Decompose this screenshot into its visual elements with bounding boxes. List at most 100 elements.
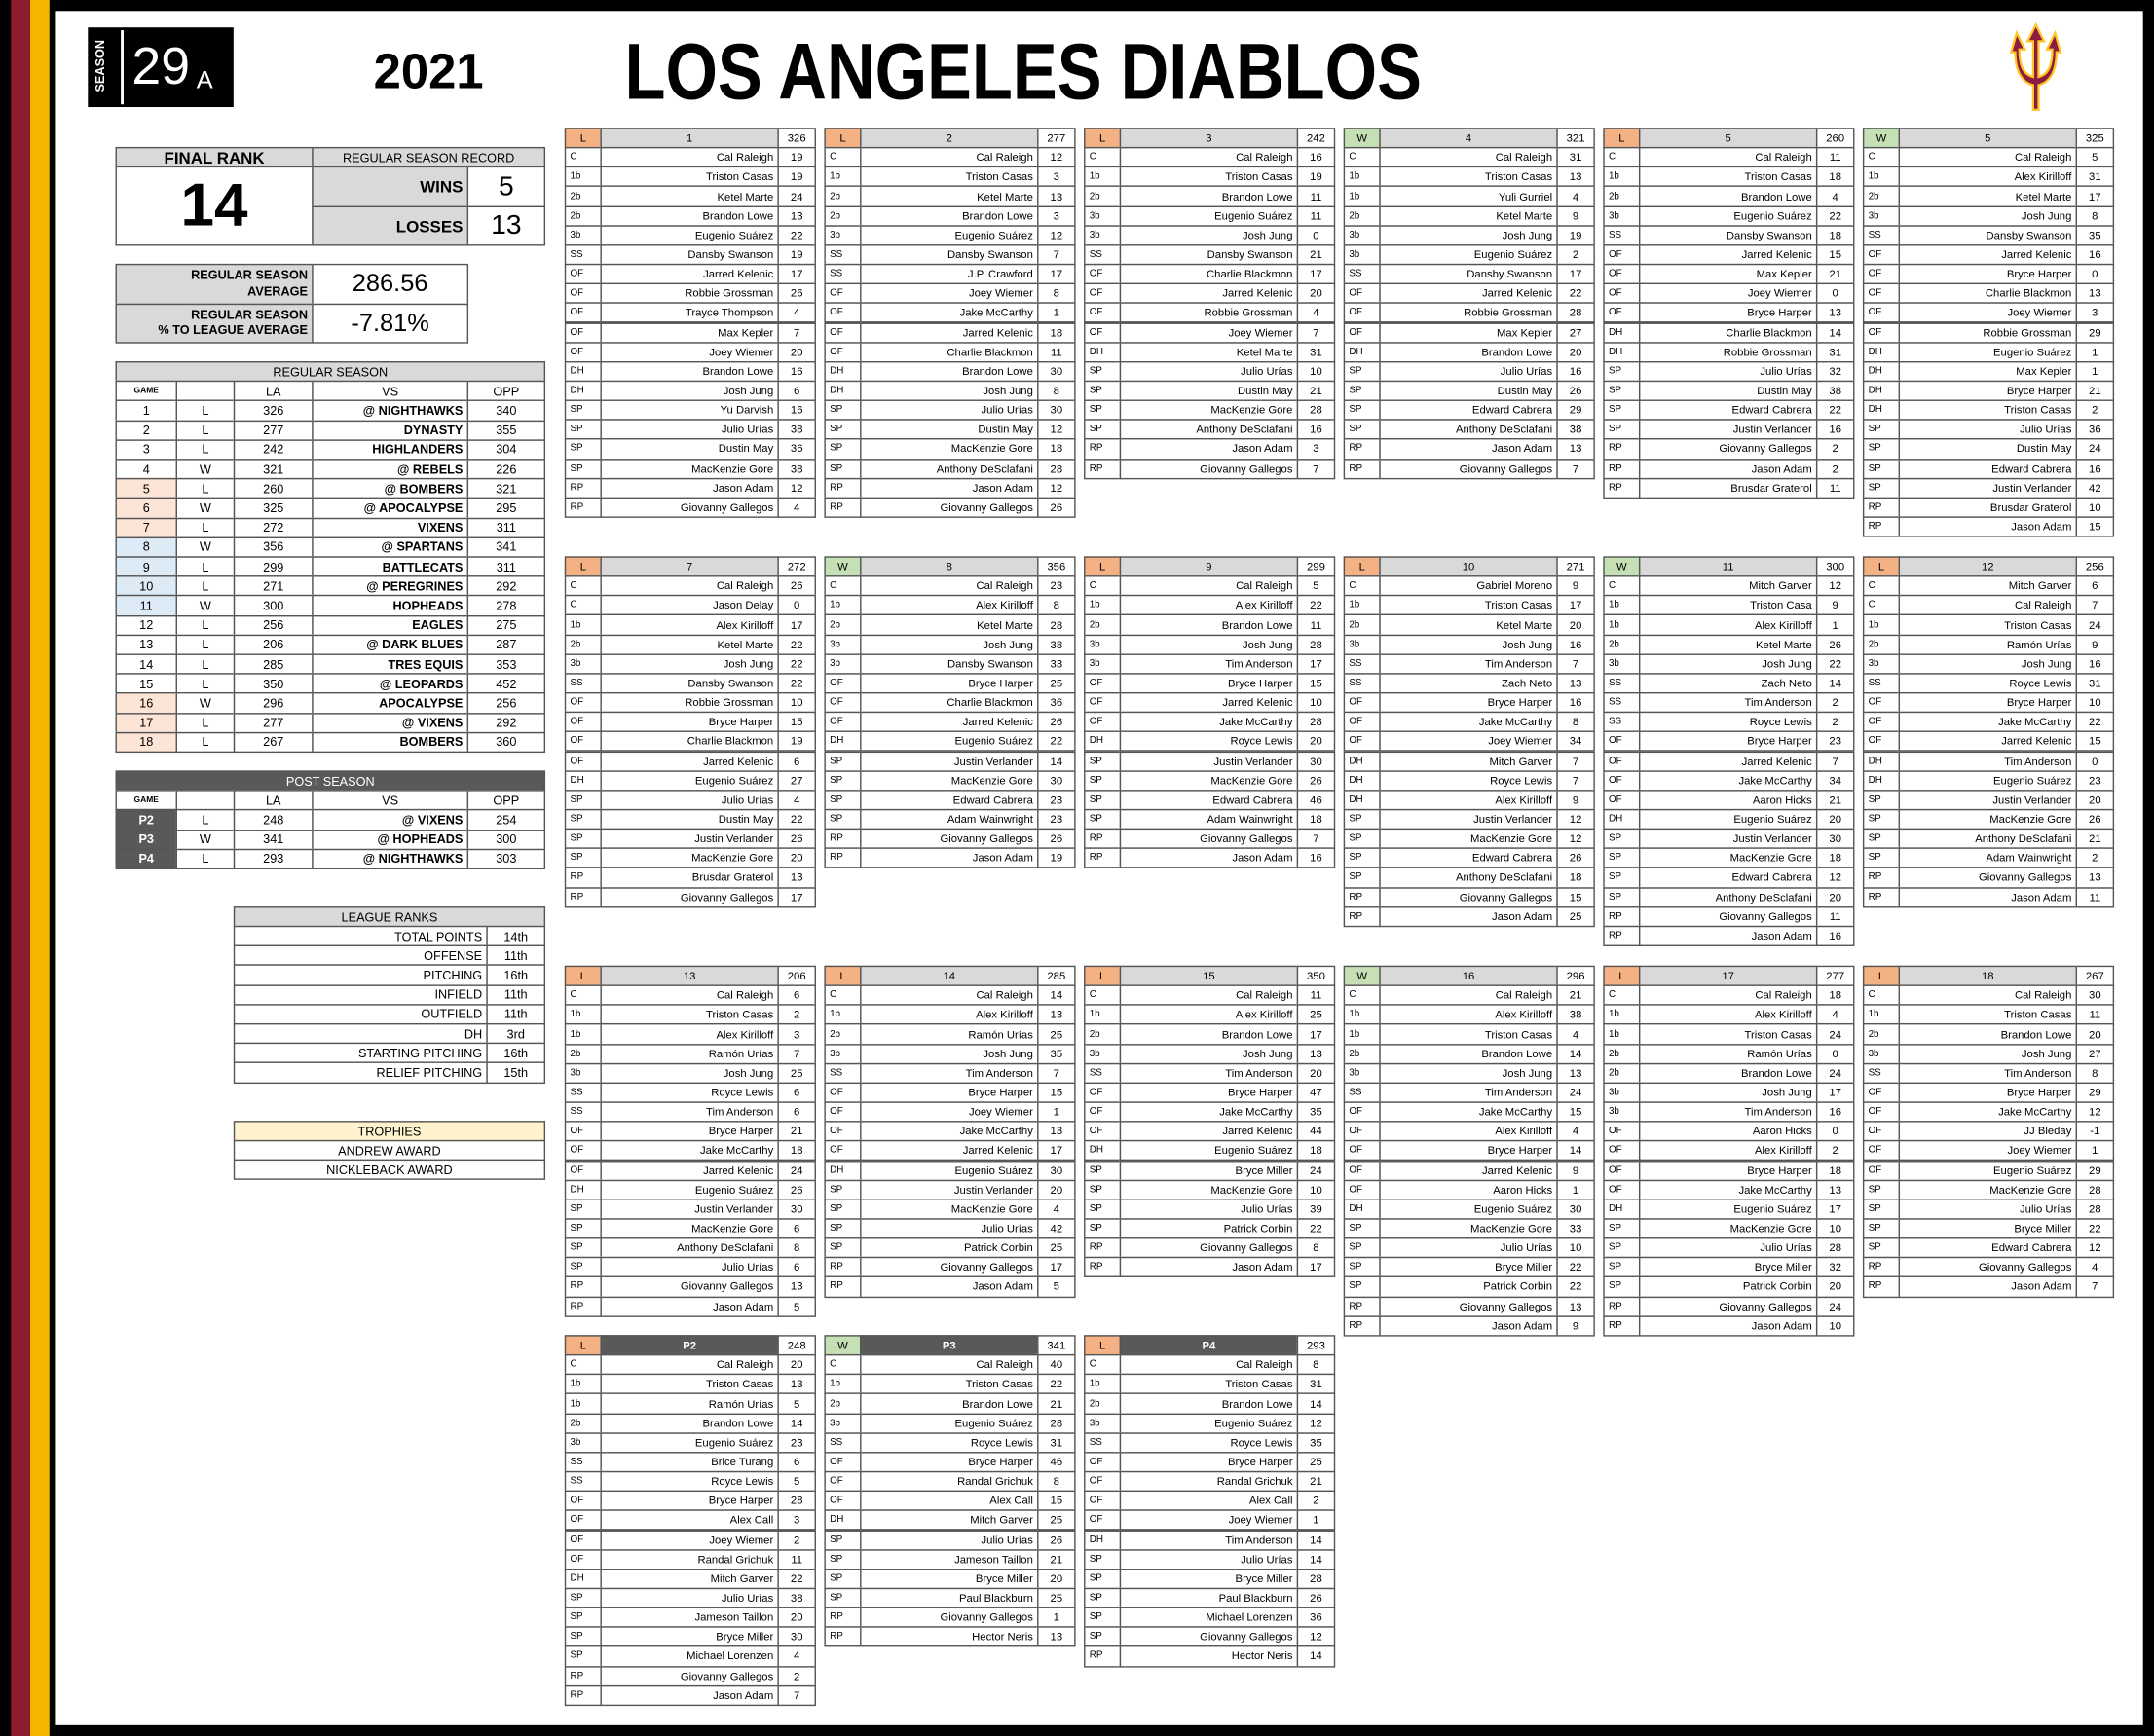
player-points: 22 — [1815, 399, 1855, 422]
table-cell: P4 — [115, 848, 177, 869]
player-points: 11 — [2075, 886, 2115, 908]
player-points: 25 — [777, 1062, 816, 1084]
player-points: 1 — [2075, 341, 2115, 363]
player-name: Alex Kirilloff — [860, 595, 1039, 616]
position: 1b — [824, 166, 862, 188]
rank-label: DH — [233, 1022, 488, 1045]
player-name: MacKenzie Gore — [1898, 808, 2077, 831]
player-points: 11 — [1296, 984, 1336, 1007]
position: 3b — [824, 1413, 862, 1434]
player-name: Alex Kirilloff — [1119, 1004, 1299, 1026]
position: 3b — [1343, 634, 1381, 655]
position: DH — [1343, 341, 1381, 363]
player-name: Justin Verlander — [600, 1199, 779, 1220]
position: OF — [1862, 302, 1901, 324]
position: OF — [564, 692, 602, 714]
player-points: 26 — [1037, 712, 1076, 733]
player-name: Aaron Hicks — [1638, 789, 1818, 811]
player-name: Charlie Blackmon — [860, 341, 1039, 363]
player-name: Joey Wiemer — [1898, 1140, 2077, 1162]
position: 3b — [1603, 1082, 1641, 1103]
player-name: Tim Anderson — [1638, 692, 1818, 714]
player-name: Cal Raleigh — [600, 147, 779, 168]
position: RP — [564, 1276, 602, 1298]
player-name: Jake McCarthy — [1638, 1179, 1818, 1200]
player-points: 22 — [1556, 1257, 1595, 1278]
player-name: Jake McCarthy — [1638, 769, 1818, 792]
position: SP — [824, 1568, 862, 1590]
player-points: 28 — [1296, 1568, 1336, 1590]
label-line: % TO LEAGUE AVERAGE — [158, 322, 308, 337]
player-points: 21 — [777, 1121, 816, 1142]
game-label: 5 — [1638, 128, 1818, 149]
position: SP — [824, 1237, 862, 1259]
player-name: Royce Lewis — [1379, 769, 1558, 792]
player-name: Jarred Kelenic — [1379, 282, 1558, 305]
player-points: 12 — [1037, 477, 1076, 499]
position: OF — [824, 1121, 862, 1142]
rank-label: TOTAL POINTS — [233, 925, 488, 947]
position: DH — [564, 380, 602, 402]
column-header — [175, 790, 236, 811]
game-label: 9 — [1119, 556, 1299, 577]
position: DH — [1084, 341, 1122, 363]
player-name: Julio Urías — [1379, 1237, 1558, 1259]
player-points: 6 — [2075, 575, 2115, 597]
player-name: Joey Wiemer — [1379, 730, 1558, 753]
player-name: Justin Verlander — [860, 750, 1039, 772]
player-name: Ramón Urías — [860, 1023, 1039, 1045]
player-points: 13 — [2075, 867, 2115, 889]
position: C — [1603, 984, 1641, 1007]
player-name: Julio Urías — [1119, 1548, 1299, 1570]
player-name: Jason Adam — [1638, 925, 1818, 946]
player-points: 15 — [1815, 243, 1855, 266]
player-name: Ketel Marte — [600, 186, 779, 207]
table-cell: 275 — [466, 614, 546, 636]
player-name: Brusdar Graterol — [1898, 497, 2077, 518]
player-points: 26 — [777, 1179, 816, 1200]
player-name: Ramón Urías — [1638, 1043, 1818, 1064]
position: 2b — [824, 614, 862, 636]
table-cell: 300 — [233, 595, 314, 616]
player-name: Jake McCarthy — [1119, 1101, 1299, 1123]
position: RP — [1343, 438, 1381, 460]
player-points: 14 — [1296, 1548, 1336, 1570]
player-name: Jake McCarthy — [1898, 1101, 2077, 1123]
position: SP — [564, 438, 602, 460]
game-score: 206 — [777, 965, 816, 987]
player-points: 17 — [1037, 1257, 1076, 1278]
position: SP — [564, 1257, 602, 1278]
player-points: 24 — [777, 186, 816, 207]
player-name: Julio Urías — [600, 1257, 779, 1278]
player-name: Dansby Swanson — [1119, 243, 1299, 266]
player-points: 21 — [1296, 1470, 1336, 1493]
player-name: Justin Verlander — [1638, 828, 1818, 850]
player-name: Eugenio Suárez — [600, 1432, 779, 1454]
game-label: 18 — [1898, 965, 2077, 987]
position: SP — [824, 808, 862, 831]
player-points: 22 — [777, 808, 816, 831]
position: OF — [564, 302, 602, 324]
player-name: Justin Verlander — [1898, 789, 2077, 811]
player-name: Giovanny Gallegos — [600, 1665, 779, 1686]
player-name: Max Kepler — [1379, 321, 1558, 344]
player-name: Cal Raleigh — [1379, 147, 1558, 168]
team-title: LOS ANGELES DIABLOS — [624, 27, 1422, 117]
player-points: 10 — [1296, 692, 1336, 714]
player-name: Hector Neris — [1119, 1645, 1299, 1667]
player-name: Jake McCarthy — [1898, 712, 2077, 733]
player-name: Jason Adam — [1638, 458, 1818, 479]
player-points: 16 — [1556, 692, 1595, 714]
player-name: Bryce Harper — [860, 1451, 1039, 1473]
player-points: 26 — [1037, 497, 1076, 518]
position: SS — [564, 1451, 602, 1473]
player-name: Brandon Lowe — [1638, 186, 1818, 207]
position: OF — [1603, 263, 1641, 285]
position: 1b — [564, 1004, 602, 1026]
player-points: 28 — [1296, 634, 1336, 655]
player-points: 2 — [777, 1665, 816, 1686]
player-name: MacKenzie Gore — [860, 438, 1039, 460]
position: SS — [1603, 692, 1641, 714]
player-points: 9 — [2075, 634, 2115, 655]
position: SP — [1862, 1237, 1901, 1259]
